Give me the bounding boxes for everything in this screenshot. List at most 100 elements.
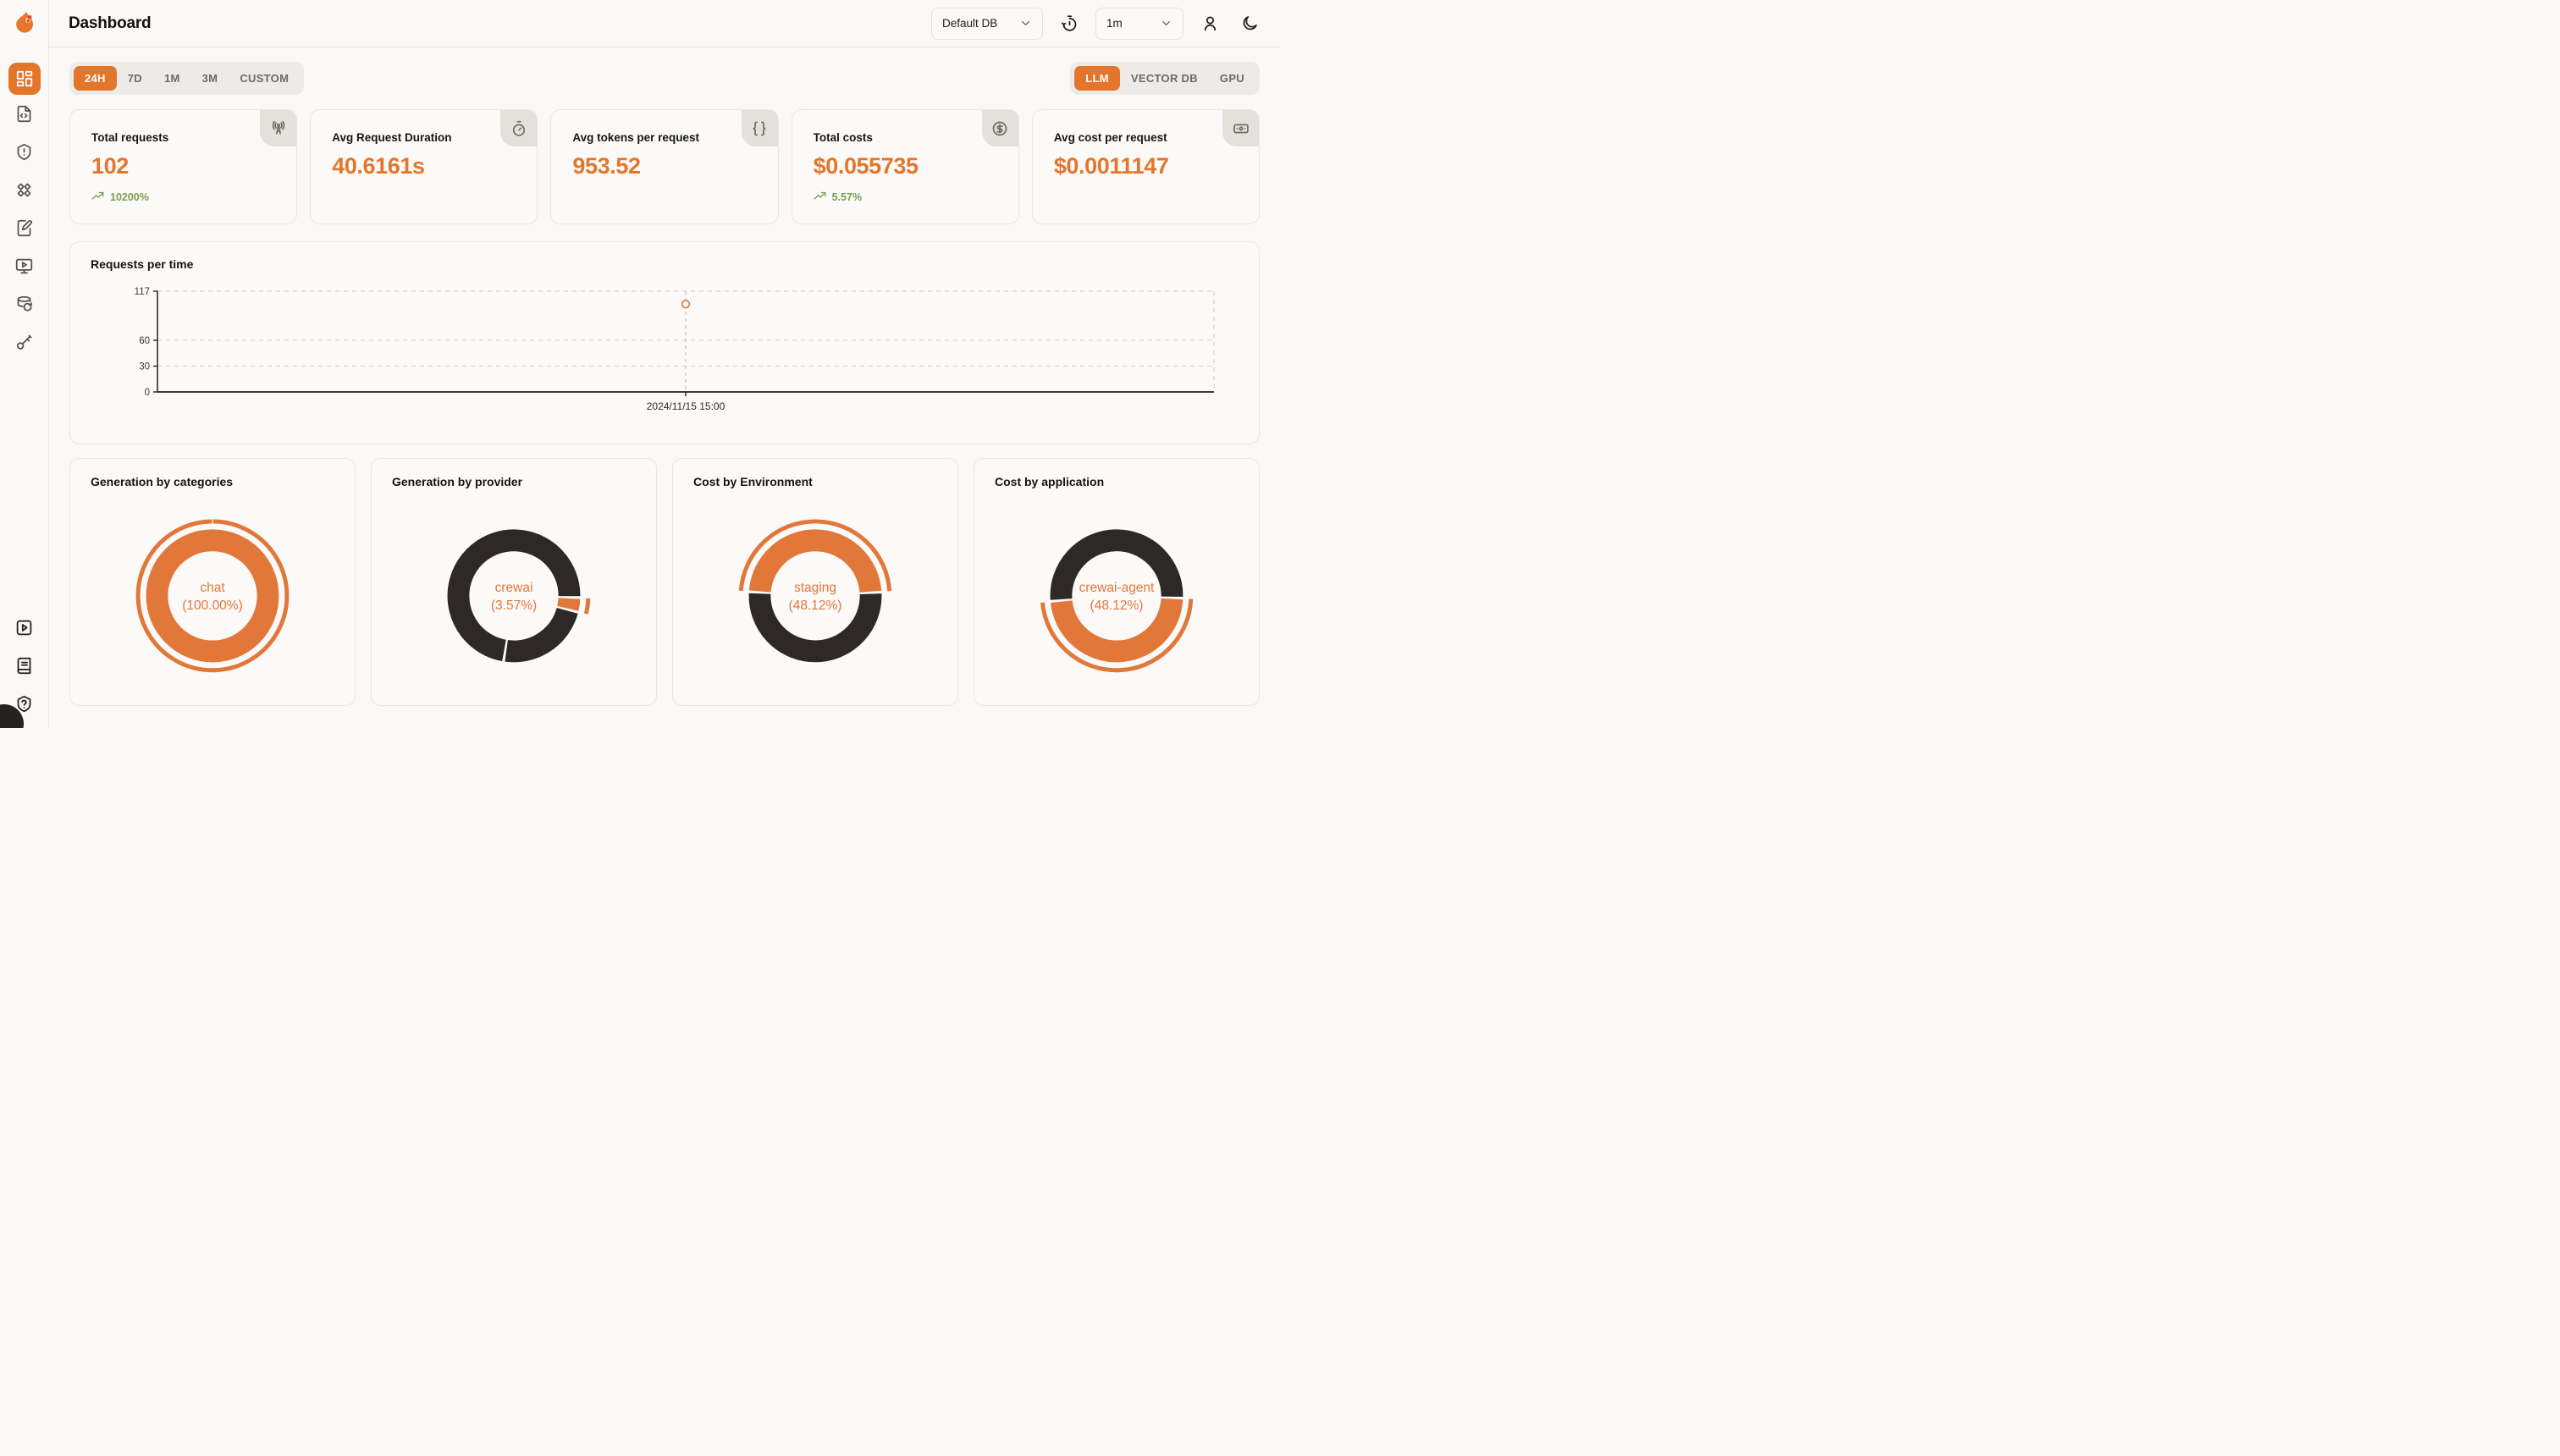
layout-dashboard-icon [15,69,34,88]
sidebar-item-file-code[interactable] [8,95,41,133]
donut-emphasis-arc[interactable] [738,519,892,592]
sidebar-item-shield-question[interactable] [8,685,41,723]
requests-per-time-chart: 0 30 60 117 2024/11/15 15:00 [135,287,1215,412]
chart-title: Requests per time [91,257,194,271]
stat-chip [741,110,778,146]
sidebar-item-square-play[interactable] [8,609,41,647]
diamonds-icon [15,181,33,199]
line-chart-data-point[interactable] [681,300,691,309]
donut-card-generation-by-provider: Generation by provider crewai (3.57%) [371,458,657,706]
donut-card-cost-by-application: Cost by application crewai-agent (48.12%) [974,458,1260,706]
key-icon [15,334,33,351]
donut-emphasis-arc[interactable] [583,598,591,615]
stat-trend-value: 10200% [110,190,149,203]
donut-emphasis-arc[interactable] [1040,598,1194,673]
donut-chart [1040,529,1194,673]
donut-slice-other[interactable] [1050,529,1183,600]
stat-chip [981,110,1018,146]
timer-reset-icon [1061,14,1079,32]
chevron-down-icon [1160,17,1172,30]
donut-card-generation-by-categories: Generation by categories chat (100.00%) [69,458,356,706]
time-range-tab-3m[interactable]: 3M [201,72,218,85]
notebook-pen-icon [15,219,33,237]
sidebar-item-key[interactable] [8,323,41,361]
interval-select-value: 1m [1106,17,1123,30]
page-title: Dashboard [69,14,152,32]
stat-card-total-costs: Total costs $0.055735 5.57% [791,109,1019,224]
user-account-button[interactable] [1196,10,1223,37]
time-range-tab-24h[interactable]: 24H [74,66,117,91]
time-range-tab-7d[interactable]: 7D [127,72,142,85]
stats-row: Total requests 102 10200% Avg Request Durat… [69,109,1261,224]
database-select-value: Default DB [942,17,998,30]
donut-slice-other[interactable] [748,593,882,663]
svg-text:0: 0 [145,388,150,398]
refresh-timer-button[interactable] [1056,10,1083,37]
interval-select[interactable]: 1m [1095,7,1183,40]
sidebar [0,0,49,728]
circle-dollar-icon [991,120,1008,137]
stat-trend: 5.57% [814,190,1001,203]
sidebar-item-book[interactable] [8,647,41,685]
banknote-icon [1233,120,1250,137]
header: Dashboard Default DB 1m [49,0,1280,47]
stat-card-avg-tokens-per-request: Avg tokens per request 953.52 [550,109,779,224]
donut-title: Cost by application [995,475,1105,488]
stat-trend-value: 5.57% [831,190,863,203]
stat-label: Avg tokens per request [572,131,699,144]
header-controls: Default DB 1m [931,7,1263,40]
time-range-tab-custom[interactable]: CUSTOM [240,72,290,85]
donut-slice-chat[interactable] [146,529,279,663]
donut-chart [135,519,290,673]
sidebar-item-monitor-play[interactable] [8,247,41,285]
sidebar-item-diamonds[interactable] [8,171,41,209]
mode-tabs: LLM VECTOR DB GPU [1070,62,1260,95]
donut-slice-other[interactable] [505,607,578,663]
donut-slice-crewai[interactable] [557,598,581,611]
database-select[interactable]: Default DB [931,7,1043,40]
trending-up-icon [91,190,104,203]
sidebar-item-notebook-pen[interactable] [8,209,41,247]
donut-slice-staging[interactable] [748,529,882,593]
dark-mode-toggle[interactable] [1236,10,1263,37]
stat-card-avg-cost-per-request: Avg cost per request $0.0011147 [1031,109,1261,224]
sidebar-item-dashboard[interactable] [8,63,41,95]
time-range-tab-1m[interactable]: 1M [163,72,180,85]
donut-chart [738,519,892,663]
trending-up-icon [814,190,826,203]
square-play-icon [15,619,33,637]
sidebar-nav-top [8,63,41,361]
mode-tab-vector-db[interactable]: VECTOR DB [1130,72,1198,85]
stat-label: Total costs [813,131,873,144]
brand-flame-logo[interactable] [12,10,38,36]
stat-chip [260,110,297,146]
stat-chip [500,110,538,146]
sidebar-item-database-backup[interactable] [8,285,41,323]
app-window: Dashboard Default DB 1m 24H 7D 1M 3M CUSTO [0,0,1280,728]
donut-emphasis-arc[interactable] [135,519,290,673]
user-icon [1201,14,1219,32]
mode-tab-llm[interactable]: LLM [1074,66,1120,91]
shield-alert-icon [15,143,33,161]
requests-per-time-card: Requests per time 0 30 60 117 2024/11/15 15:… [69,241,1260,444]
donut-title: Generation by provider [392,475,523,488]
donut-row: Generation by categories chat (100.00%) Gen… [69,458,1260,706]
stat-card-avg-request-duration: Avg Request Duration 40.6161s [310,109,538,224]
donut-slice-crewai-agent[interactable] [1050,598,1183,663]
svg-text:60: 60 [139,336,150,346]
stat-label: Avg Request Duration [332,131,452,144]
donut-slice-other[interactable] [447,529,581,662]
mode-tab-gpu[interactable]: GPU [1219,72,1244,85]
radio-tower-icon [270,120,287,137]
filters-row: 24H 7D 1M 3M CUSTOM LLM VECTOR DB GPU [69,62,1260,95]
x-axis-tick-label: 2024/11/15 15:00 [647,400,726,412]
shield-question-icon [15,695,33,713]
stat-value: $0.055735 [813,153,919,179]
svg-text:30: 30 [139,361,150,372]
stat-chip [1222,110,1260,146]
stat-trend: 10200% [91,190,279,203]
sidebar-item-shield-alert[interactable] [8,133,41,171]
monitor-play-icon [15,257,33,275]
stat-value: 102 [91,153,129,179]
stopwatch-icon [510,120,527,137]
